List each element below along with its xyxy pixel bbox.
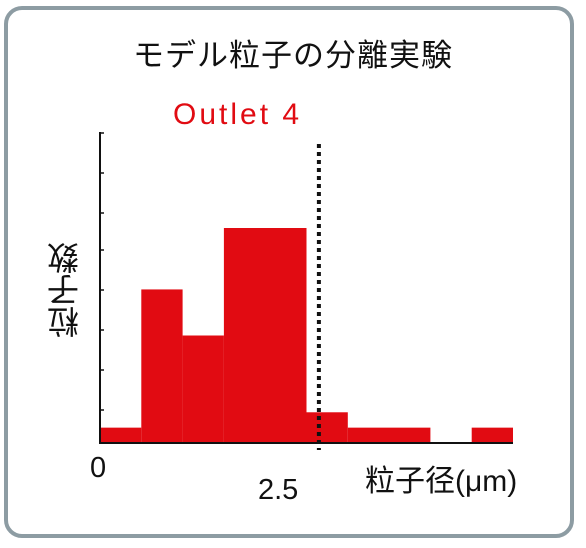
chart-title: モデル粒子の分離実験 <box>133 38 453 74</box>
bars-group <box>100 228 513 443</box>
x-axis-label: 粒子径(μm) <box>365 465 518 498</box>
y-axis <box>99 132 104 444</box>
histogram-bar-0 <box>100 427 142 443</box>
histogram-bar-5 <box>347 427 431 443</box>
histogram-bar-7 <box>471 427 513 443</box>
histogram-bar-3 <box>223 228 307 443</box>
x-tick-label-0: 0 <box>90 452 107 484</box>
histogram-bar-2 <box>182 335 224 443</box>
x-tick-label-2-5: 2.5 <box>258 474 299 506</box>
histogram-bar-1 <box>141 289 183 443</box>
chart-subtitle: Outlet 4 <box>173 98 303 131</box>
histogram-bar-4 <box>306 412 348 443</box>
